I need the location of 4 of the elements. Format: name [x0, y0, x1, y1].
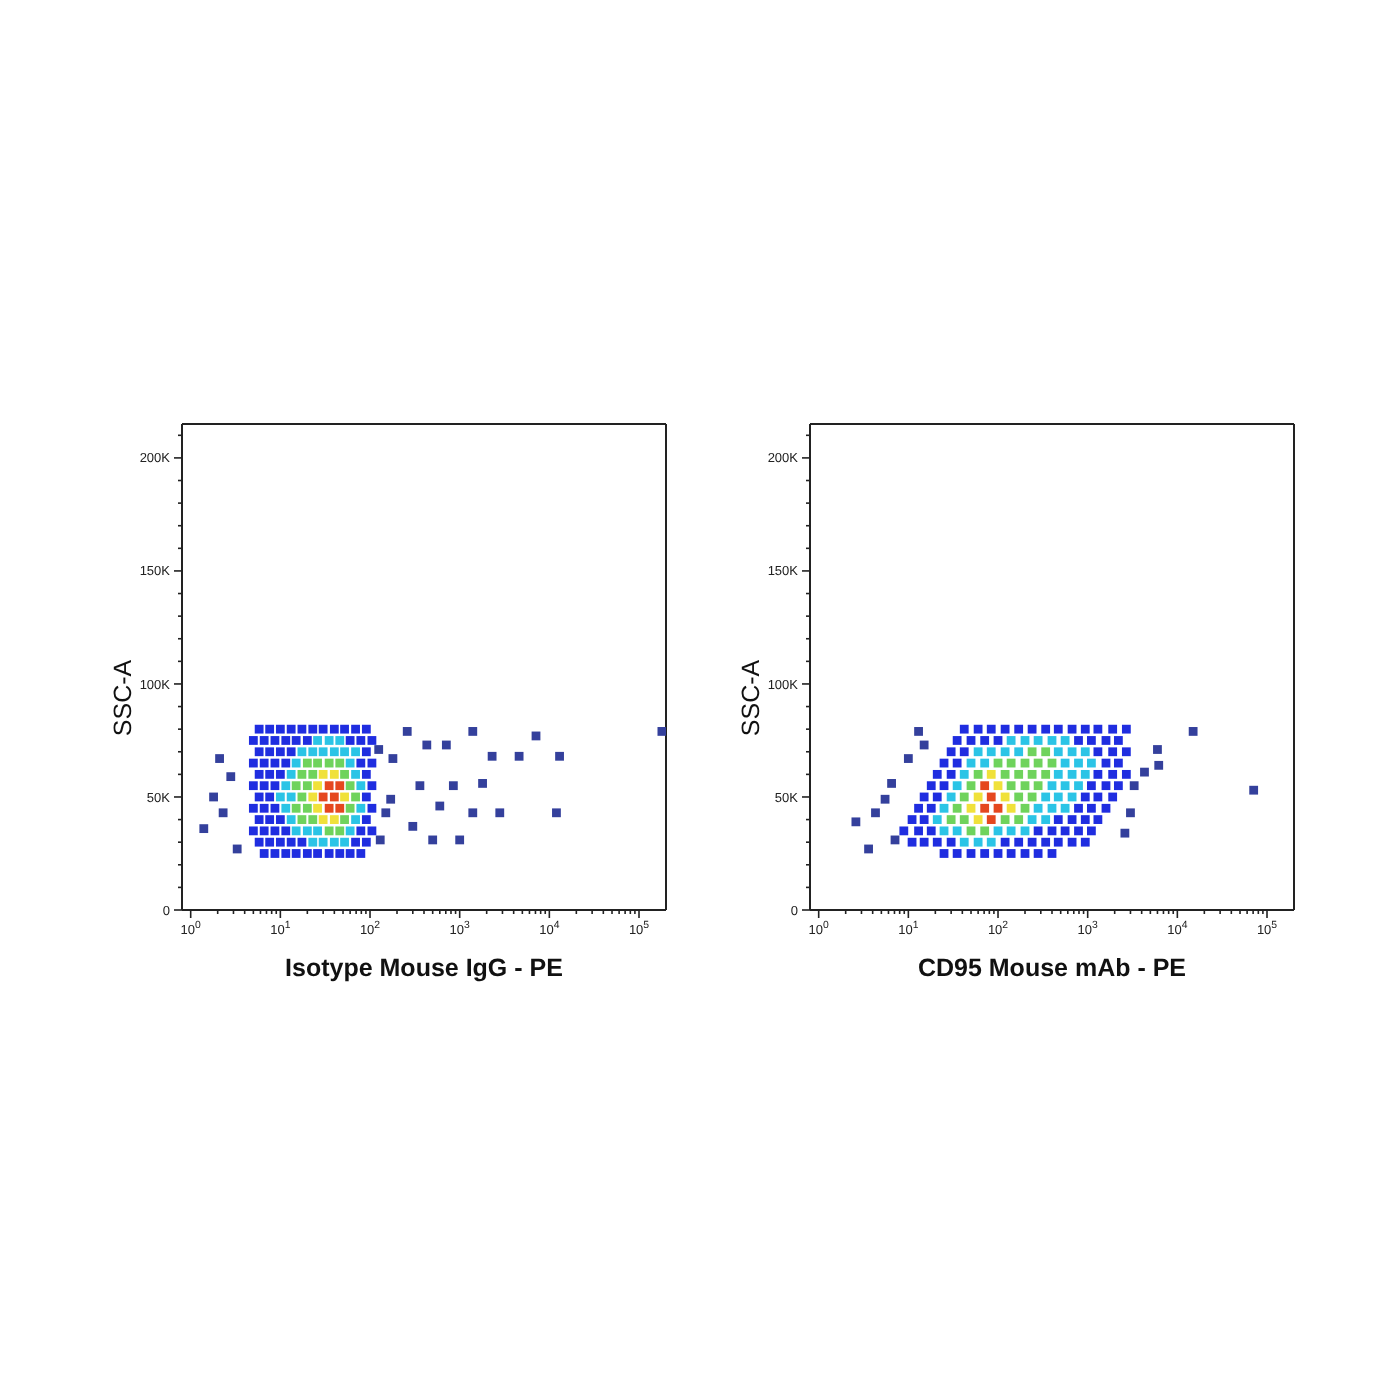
x-axis-title: CD95 Mouse mAb - PE	[917, 954, 1187, 982]
y-axis-title: SSC-A	[737, 658, 767, 736]
y-axis-title: SSC-A	[109, 658, 139, 736]
x-axis-title: Isotype Mouse IgG - PE	[285, 954, 563, 982]
